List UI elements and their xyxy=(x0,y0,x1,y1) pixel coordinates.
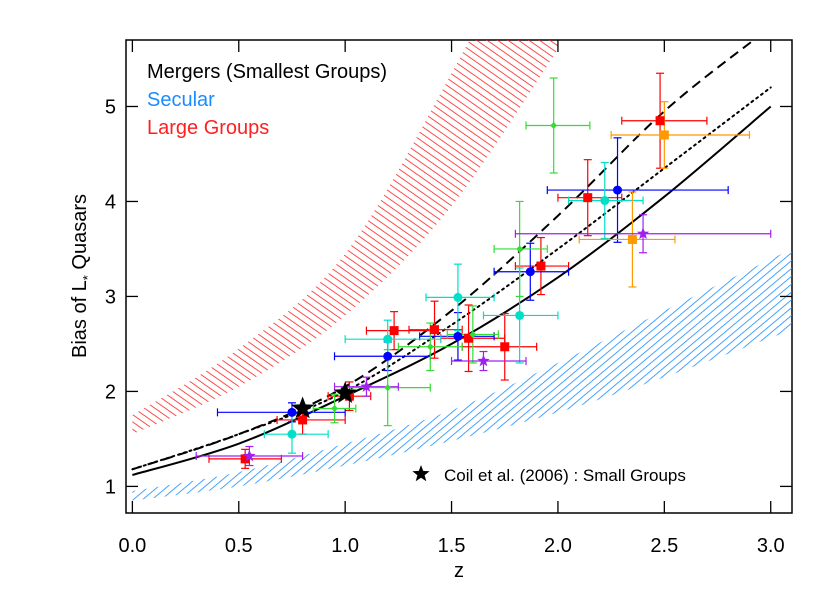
data-point xyxy=(383,351,393,361)
data-point xyxy=(550,121,558,129)
x-error-bar xyxy=(276,415,346,424)
data-point xyxy=(360,380,373,392)
data-point xyxy=(469,330,477,338)
annotation: Mergers (Smallest Groups) xyxy=(147,61,387,83)
data-point xyxy=(536,261,546,271)
data-point xyxy=(515,310,525,320)
x-tick-label: 2.5 xyxy=(650,535,678,557)
data-point xyxy=(516,245,524,253)
model-band xyxy=(132,248,792,501)
data-point xyxy=(287,407,297,417)
data-point xyxy=(453,292,463,302)
data-point xyxy=(636,227,650,239)
data-point xyxy=(383,334,393,344)
data-point xyxy=(298,415,308,425)
data-point xyxy=(655,116,665,126)
x-axis-label: z xyxy=(454,560,464,582)
data-point xyxy=(426,343,434,351)
y-tick-label: 2 xyxy=(105,381,116,403)
data-point xyxy=(500,342,510,352)
data-point xyxy=(287,429,297,439)
data-point xyxy=(384,384,392,392)
x-error-bar xyxy=(333,352,431,361)
data-point xyxy=(331,405,339,413)
data-point xyxy=(600,196,610,206)
x-tick-label: 3.0 xyxy=(757,535,785,557)
legend-entry: Coil et al. (2006) : Small Groups xyxy=(412,465,686,485)
y-tick-label: 3 xyxy=(105,286,116,308)
model-curve xyxy=(132,40,755,471)
y-label-main: Bias of L xyxy=(69,280,91,358)
data-point xyxy=(389,326,399,336)
y-tick-label: 4 xyxy=(105,191,116,213)
x-tick-label: 2.0 xyxy=(544,535,572,557)
x-tick-label: 1.0 xyxy=(331,535,359,557)
data-point xyxy=(430,325,440,335)
x-error-bar xyxy=(344,335,442,344)
y-axis-label: Bias of L* Quasars xyxy=(69,194,95,358)
data-point xyxy=(477,354,490,367)
legend-symbol xyxy=(412,465,430,482)
x-error-bar xyxy=(578,235,676,244)
legend-label: Coil et al. (2006) : Small Groups xyxy=(444,466,686,485)
axes: 0.0 0.5 1.0 1.5 2.0 2.5 3.0 1 2 3 4 5 xyxy=(105,40,792,557)
model-curve xyxy=(132,105,772,476)
x-error-bar xyxy=(610,130,751,139)
model-band xyxy=(132,40,558,435)
data-point xyxy=(291,396,314,419)
data-point xyxy=(613,185,623,195)
x-error-bar xyxy=(525,121,591,130)
data-point xyxy=(525,267,535,277)
data-point xyxy=(333,381,357,403)
y-tick-label: 1 xyxy=(105,476,116,498)
annotation: Secular xyxy=(147,89,215,111)
data-point xyxy=(627,234,637,244)
x-error-bar xyxy=(216,408,346,417)
data-point xyxy=(464,333,474,343)
y-label-sub: * xyxy=(80,275,95,280)
x-tick-label: 0.0 xyxy=(118,535,146,557)
x-tick-label: 0.5 xyxy=(225,535,253,557)
data-point xyxy=(659,130,669,140)
data-point xyxy=(453,331,463,341)
annotation: Large Groups xyxy=(147,117,269,139)
x-error-bar xyxy=(450,357,527,366)
plot-area xyxy=(131,40,792,501)
y-tick-label: 5 xyxy=(105,96,116,118)
y-label-tail: Quasars xyxy=(69,194,91,275)
data-point xyxy=(240,454,250,464)
data-point xyxy=(583,193,593,203)
data-point xyxy=(243,449,256,462)
x-error-bar xyxy=(546,186,729,195)
x-tick-label: 1.5 xyxy=(438,535,466,557)
